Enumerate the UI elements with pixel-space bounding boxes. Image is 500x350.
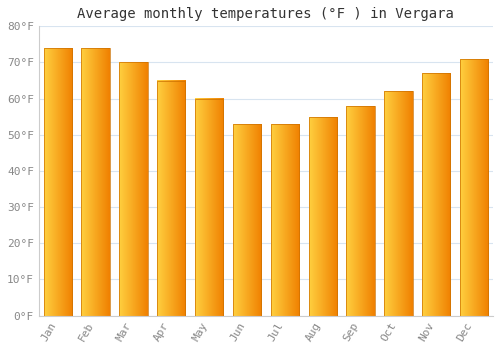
Bar	[44, 48, 72, 316]
Bar	[384, 91, 412, 316]
Bar	[460, 59, 488, 316]
Bar	[195, 99, 224, 316]
Bar	[308, 117, 337, 316]
Bar	[270, 124, 299, 316]
Bar	[157, 80, 186, 316]
Bar	[233, 124, 261, 316]
Bar	[82, 48, 110, 316]
Bar	[346, 106, 375, 316]
Bar	[422, 73, 450, 316]
Bar	[119, 62, 148, 316]
Title: Average monthly temperatures (°F ) in Vergara: Average monthly temperatures (°F ) in Ve…	[78, 7, 454, 21]
